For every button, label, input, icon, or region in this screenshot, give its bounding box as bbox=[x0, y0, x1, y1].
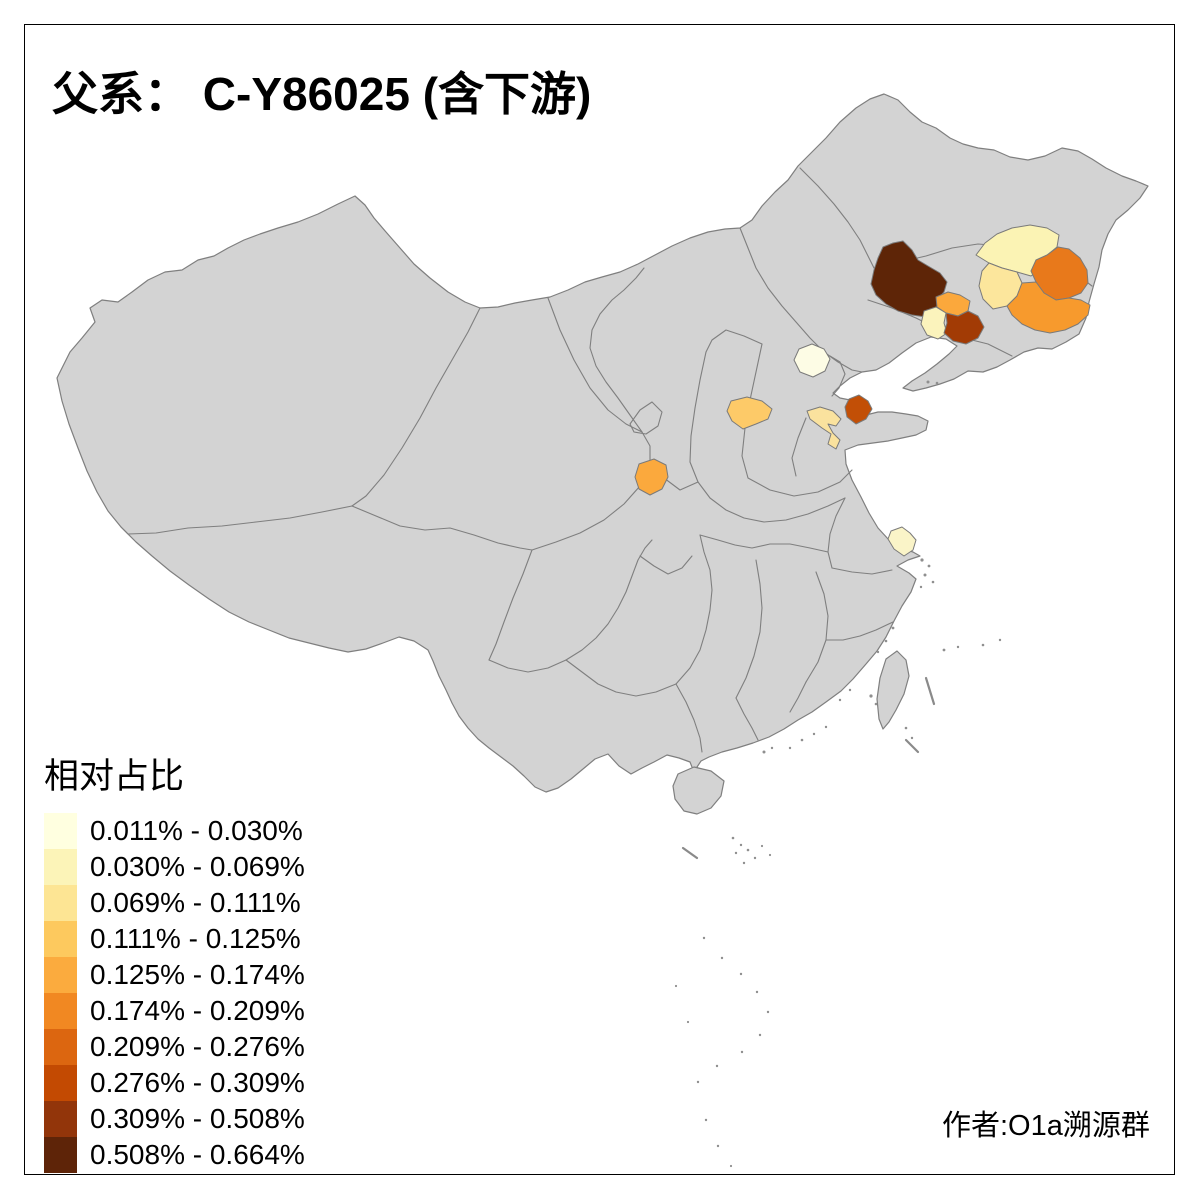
legend-swatch bbox=[44, 1065, 77, 1101]
legend-row: 0.508% - 0.664% bbox=[44, 1137, 374, 1173]
map-region-shanghai bbox=[887, 526, 917, 557]
map-region-north-shandong bbox=[806, 406, 842, 450]
highlighted-regions bbox=[634, 224, 1091, 557]
legend-swatch bbox=[44, 813, 77, 849]
legend-label: 0.125% - 0.174% bbox=[90, 959, 305, 990]
legend-label: 0.508% - 0.664% bbox=[90, 1139, 305, 1170]
legend-swatch bbox=[44, 885, 77, 921]
legend-row: 0.276% - 0.309% bbox=[44, 1065, 374, 1101]
legend-swatch bbox=[44, 1101, 77, 1137]
legend-label: 0.069% - 0.111% bbox=[90, 887, 301, 918]
legend-row: 0.111% - 0.125% bbox=[44, 921, 374, 957]
map-region-orange-yanbian bbox=[1006, 281, 1091, 334]
map-region-beijing bbox=[793, 343, 831, 378]
legend-row: 0.030% - 0.069% bbox=[44, 849, 374, 885]
legend: 相对占比 0.011% - 0.030% 0.030% - 0.069% 0.0… bbox=[44, 748, 374, 1173]
islands bbox=[672, 650, 910, 815]
small-islets bbox=[674, 380, 1002, 1168]
legend-row: 0.309% - 0.508% bbox=[44, 1101, 374, 1137]
mainland-outline bbox=[56, 93, 1149, 793]
legend-row: 0.125% - 0.174% bbox=[44, 957, 374, 993]
legend-label: 0.030% - 0.069% bbox=[90, 851, 305, 882]
hainan-island bbox=[672, 766, 725, 815]
legend-swatch bbox=[44, 957, 77, 993]
legend-swatch bbox=[44, 849, 77, 885]
legend-label: 0.209% - 0.276% bbox=[90, 1031, 305, 1062]
taiwan-island bbox=[876, 650, 910, 730]
map-region-delta bbox=[844, 394, 873, 425]
page-title: 父系： C-Y86025 (含下游) bbox=[52, 68, 592, 120]
legend-row: 0.069% - 0.111% bbox=[44, 885, 374, 921]
author-credit: 作者:O1a溯源群 bbox=[942, 1110, 1150, 1142]
legend-swatch bbox=[44, 921, 77, 957]
plot-frame bbox=[24, 24, 1175, 1175]
legend-row: 0.209% - 0.276% bbox=[44, 1029, 374, 1065]
legend-label: 0.174% - 0.209% bbox=[90, 995, 305, 1026]
map-region-central bbox=[634, 458, 669, 496]
map-region-darkred-jilin bbox=[943, 310, 985, 345]
legend-swatch bbox=[44, 1029, 77, 1065]
map-region-shanxi bbox=[726, 396, 773, 430]
legend-label: 0.011% - 0.030% bbox=[90, 815, 303, 846]
legend-swatch bbox=[44, 993, 77, 1029]
legend-row: 0.011% - 0.030% bbox=[44, 813, 374, 849]
legend-label: 0.276% - 0.309% bbox=[90, 1067, 305, 1098]
legend-row: 0.174% - 0.209% bbox=[44, 993, 374, 1029]
legend-label: 0.111% - 0.125% bbox=[90, 923, 301, 954]
legend-label: 0.309% - 0.508% bbox=[90, 1103, 305, 1134]
legend-title: 相对占比 bbox=[44, 757, 185, 796]
legend-swatch bbox=[44, 1137, 77, 1173]
